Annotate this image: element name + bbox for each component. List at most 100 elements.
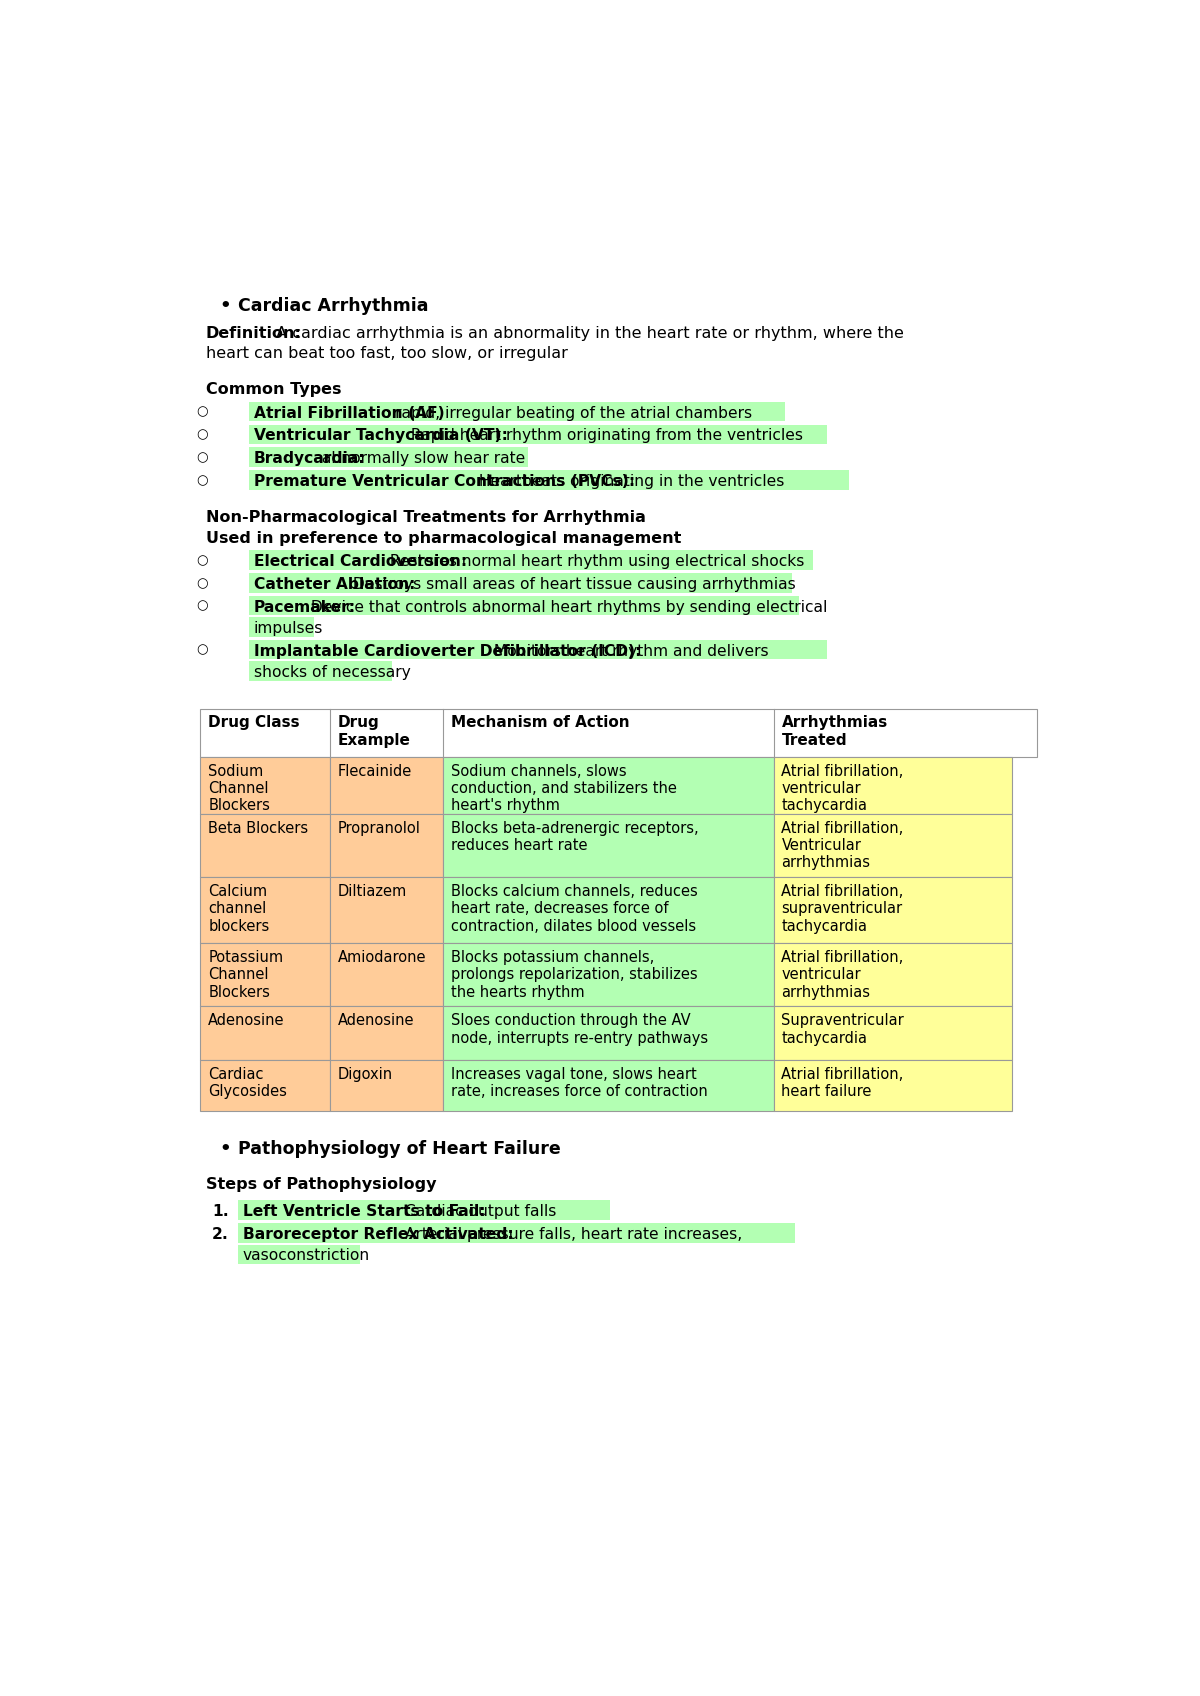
Text: Monitors heart rhythm and delivers: Monitors heart rhythm and delivers	[490, 643, 769, 658]
FancyBboxPatch shape	[774, 1006, 1013, 1060]
Text: Diltiazem: Diltiazem	[338, 884, 407, 899]
FancyBboxPatch shape	[330, 943, 443, 1006]
FancyBboxPatch shape	[250, 639, 827, 660]
FancyBboxPatch shape	[200, 1006, 330, 1060]
Text: Amiodarone: Amiodarone	[338, 950, 426, 965]
Text: Adenosine: Adenosine	[208, 1013, 284, 1028]
Text: Premature Ventricular Contractions (PVCs):: Premature Ventricular Contractions (PVCs…	[254, 473, 635, 488]
Text: Increases vagal tone, slows heart
rate, increases force of contraction: Increases vagal tone, slows heart rate, …	[451, 1067, 708, 1099]
FancyBboxPatch shape	[330, 756, 443, 814]
FancyBboxPatch shape	[443, 814, 774, 877]
Text: ○: ○	[197, 600, 208, 612]
Text: Calcium
channel
blockers: Calcium channel blockers	[208, 884, 269, 933]
FancyBboxPatch shape	[774, 756, 1013, 814]
Text: Sodium channels, slows
conduction, and stabilizers the
heart's rhythm: Sodium channels, slows conduction, and s…	[451, 763, 677, 814]
Text: ○: ○	[197, 643, 208, 656]
FancyBboxPatch shape	[239, 1245, 360, 1264]
Text: Atrial fibrillation,
Ventricular
arrhythmias: Atrial fibrillation, Ventricular arrhyth…	[781, 821, 904, 870]
Text: Arrhythmias
Treated: Arrhythmias Treated	[781, 716, 888, 748]
Text: abnormally slow hear rate: abnormally slow hear rate	[317, 451, 524, 466]
Text: Supraventricular
tachycardia: Supraventricular tachycardia	[781, 1013, 905, 1045]
FancyBboxPatch shape	[250, 424, 827, 444]
Text: Electrical Cardioversion:: Electrical Cardioversion:	[254, 555, 467, 570]
Text: Steps of Pathophysiology: Steps of Pathophysiology	[206, 1177, 437, 1192]
Text: Bradycardia:: Bradycardia:	[254, 451, 365, 466]
FancyBboxPatch shape	[239, 1223, 796, 1243]
FancyBboxPatch shape	[774, 1060, 1013, 1111]
Text: Used in preference to pharmacological management: Used in preference to pharmacological ma…	[206, 531, 682, 546]
FancyBboxPatch shape	[443, 943, 774, 1006]
Text: •: •	[220, 1140, 232, 1158]
Text: Pacemaker:: Pacemaker:	[254, 600, 356, 614]
Text: Arterial pressure falls, heart rate increases,: Arterial pressure falls, heart rate incr…	[400, 1228, 742, 1241]
Text: 2.: 2.	[212, 1228, 229, 1241]
Text: Ventricular Tachycardia (VT):: Ventricular Tachycardia (VT):	[254, 429, 508, 443]
Text: Drug
Example: Drug Example	[338, 716, 410, 748]
Text: Left Ventricle Starts to Fail:: Left Ventricle Starts to Fail:	[242, 1204, 486, 1219]
FancyBboxPatch shape	[250, 573, 792, 594]
FancyBboxPatch shape	[443, 877, 774, 943]
Text: Blocks potassium channels,
prolongs repolarization, stabilizes
the hearts rhythm: Blocks potassium channels, prolongs repo…	[451, 950, 697, 1001]
Text: ○: ○	[197, 577, 208, 590]
Text: Implantable Cardioverter Defibrillator (ICD):: Implantable Cardioverter Defibrillator (…	[254, 643, 641, 658]
FancyBboxPatch shape	[200, 1060, 330, 1111]
FancyBboxPatch shape	[330, 877, 443, 943]
Text: •: •	[220, 297, 232, 315]
Text: Atrial fibrillation,
ventricular
tachycardia: Atrial fibrillation, ventricular tachyca…	[781, 763, 904, 814]
FancyBboxPatch shape	[200, 943, 330, 1006]
Text: 1.: 1.	[212, 1204, 229, 1219]
Text: Device that controls abnormal heart rhythms by sending electrical: Device that controls abnormal heart rhyt…	[306, 600, 828, 614]
FancyBboxPatch shape	[250, 448, 528, 466]
FancyBboxPatch shape	[200, 877, 330, 943]
FancyBboxPatch shape	[443, 756, 774, 814]
Text: Sloes conduction through the AV
node, interrupts re-entry pathways: Sloes conduction through the AV node, in…	[451, 1013, 708, 1045]
FancyBboxPatch shape	[774, 814, 1013, 877]
Text: Potassium
Channel
Blockers: Potassium Channel Blockers	[208, 950, 283, 1001]
Text: ○: ○	[197, 429, 208, 441]
Text: Atrial Fibrillation (AF): Atrial Fibrillation (AF)	[254, 405, 450, 421]
FancyBboxPatch shape	[443, 1060, 774, 1111]
Text: impulses: impulses	[254, 621, 323, 636]
Text: ○: ○	[197, 405, 208, 419]
FancyBboxPatch shape	[330, 1006, 443, 1060]
FancyBboxPatch shape	[443, 1006, 774, 1060]
Text: ○: ○	[197, 473, 208, 487]
FancyBboxPatch shape	[250, 402, 785, 421]
Text: : rapid, irregular beating of the atrial chambers: : rapid, irregular beating of the atrial…	[385, 405, 751, 421]
FancyBboxPatch shape	[250, 470, 848, 490]
Text: Atrial fibrillation,
supraventricular
tachycardia: Atrial fibrillation, supraventricular ta…	[781, 884, 904, 933]
FancyBboxPatch shape	[330, 1060, 443, 1111]
Text: Cardiac Arrhythmia: Cardiac Arrhythmia	[239, 297, 428, 315]
Text: Rapid heart rhythm originating from the ventricles: Rapid heart rhythm originating from the …	[406, 429, 803, 443]
Text: vasoconstriction: vasoconstriction	[242, 1248, 371, 1264]
FancyBboxPatch shape	[200, 756, 330, 814]
FancyBboxPatch shape	[200, 814, 330, 877]
Text: Drug Class: Drug Class	[208, 716, 300, 731]
Text: Beta Blockers: Beta Blockers	[208, 821, 308, 836]
Text: heart can beat too fast, too slow, or irregular: heart can beat too fast, too slow, or ir…	[206, 346, 568, 361]
Text: Digoxin: Digoxin	[338, 1067, 392, 1082]
Text: ○: ○	[197, 555, 208, 566]
Text: Catheter Ablation:: Catheter Ablation:	[254, 577, 415, 592]
Text: Cardiac
Glycosides: Cardiac Glycosides	[208, 1067, 287, 1099]
Text: Atrial fibrillation,
heart failure: Atrial fibrillation, heart failure	[781, 1067, 904, 1099]
FancyBboxPatch shape	[200, 709, 1037, 756]
Text: Propranolol: Propranolol	[338, 821, 421, 836]
Text: Pathophysiology of Heart Failure: Pathophysiology of Heart Failure	[239, 1140, 562, 1158]
Text: Atrial fibrillation,
ventricular
arrhythmias: Atrial fibrillation, ventricular arrhyth…	[781, 950, 904, 1001]
Text: Baroreceptor Reflex Activated:: Baroreceptor Reflex Activated:	[242, 1228, 514, 1241]
Text: Restores normal heart rhythm using electrical shocks: Restores normal heart rhythm using elect…	[385, 555, 804, 570]
Text: Heartbeats originating in the ventricles: Heartbeats originating in the ventricles	[474, 473, 784, 488]
Text: Flecainide: Flecainide	[338, 763, 412, 778]
FancyBboxPatch shape	[250, 617, 314, 636]
FancyBboxPatch shape	[250, 595, 799, 616]
FancyBboxPatch shape	[330, 814, 443, 877]
Text: ○: ○	[197, 451, 208, 465]
Text: shocks of necessary: shocks of necessary	[254, 665, 410, 680]
Text: Non-Pharmacological Treatments for Arrhythmia: Non-Pharmacological Treatments for Arrhy…	[206, 510, 646, 526]
FancyBboxPatch shape	[250, 551, 814, 570]
Text: A cardiac arrhythmia is an abnormality in the heart rate or rhythm, where the: A cardiac arrhythmia is an abnormality i…	[271, 326, 904, 341]
Text: Blocks beta-adrenergic receptors,
reduces heart rate: Blocks beta-adrenergic receptors, reduce…	[451, 821, 698, 853]
Text: Definition:: Definition:	[206, 326, 301, 341]
Text: Mechanism of Action: Mechanism of Action	[451, 716, 630, 731]
